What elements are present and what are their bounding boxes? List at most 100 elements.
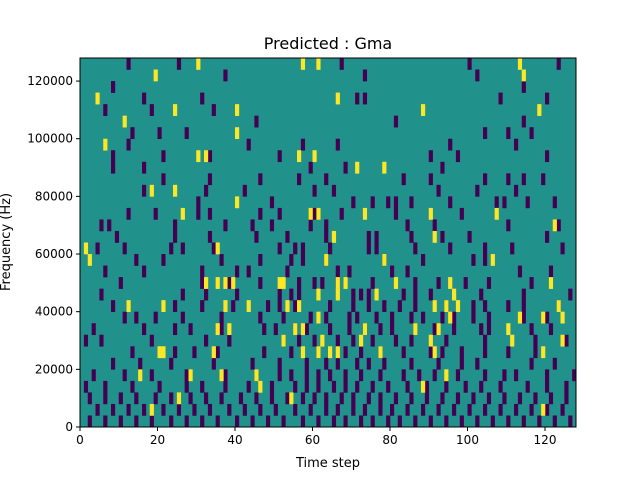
heatmap-cell-low [300,242,306,255]
heatmap-cell-low [444,334,449,347]
heatmap-cell-low [463,380,468,393]
heatmap-cell-low [250,415,255,428]
heatmap-cell-low [413,242,418,255]
heatmap-cell-low [184,380,189,393]
heatmap-cell-high [176,392,182,405]
heatmap-cell-low [277,369,282,382]
heatmap-cell-low [227,334,232,347]
heatmap-cell-low [316,415,321,428]
heatmap-cell-low [269,380,275,393]
heatmap-cell-high [428,334,433,347]
heatmap-cell-high [308,207,313,220]
heatmap-cell-low [556,58,561,70]
heatmap-cell-low [300,254,306,266]
heatmap-cell-low [269,392,275,405]
heatmap-cell-low [285,392,290,405]
heatmap-cell-low [331,415,337,428]
heatmap-cell-low [312,184,317,197]
heatmap-cell-low [308,219,313,232]
heatmap-cell-high [161,346,166,359]
heatmap-cell-low [401,346,406,359]
heatmap-cell-low [266,300,271,312]
heatmap-cell-low [289,369,294,382]
heatmap-cell-high [548,277,554,289]
heatmap-cell-low [215,415,220,428]
heatmap-cell-low [529,127,534,140]
heatmap-cell-low [552,415,557,428]
y-tick-label: 0 [65,420,73,434]
heatmap-cell-low [324,219,329,232]
heatmap-cell-low [548,323,554,336]
heatmap-cell-low [405,219,410,232]
heatmap-cell-low [126,138,131,151]
heatmap-cell-low [428,173,433,186]
heatmap-cell-low [440,230,445,243]
x-tick-label: 120 [534,433,557,447]
heatmap-cell-low [417,369,422,382]
heatmap-cell-low [432,219,437,232]
heatmap-cell-high [556,300,561,312]
heatmap-cell-low [312,334,317,347]
heatmap-cells [83,58,577,428]
heatmap-cell-low [339,58,344,70]
heatmap-cell-low [424,380,430,393]
heatmap-cell-low [246,265,251,278]
heatmap-cell-high [324,254,329,266]
heatmap-cell-low [351,300,356,312]
heatmap-cell-low [196,207,201,220]
heatmap-cell-high [83,242,89,255]
heatmap-cell-low [188,392,193,405]
heatmap-cell-high [223,277,228,289]
heatmap-cell-low [498,92,503,105]
heatmap-cell-low [355,380,360,393]
heatmap-cell-low [355,357,360,370]
heatmap-cell-low [149,104,154,116]
heatmap-cell-low [498,380,503,393]
heatmap-cell-high [552,219,557,232]
heatmap-cell-low [397,300,402,312]
heatmap-cell-high [149,403,154,416]
heatmap-cell-low [506,300,511,312]
heatmap-cell-low [502,196,507,209]
heatmap-cell-low [548,265,554,278]
heatmap-cell-low [114,230,120,243]
heatmap-cell-low [424,392,430,405]
heatmap-cell-high [560,311,565,324]
heatmap-cell-low [401,369,406,382]
heatmap-cell-low [169,242,174,255]
heatmap-cell-high [541,403,546,416]
heatmap-cell-low [328,300,333,312]
heatmap-cell-low [409,311,414,324]
heatmap-cell-low [289,346,294,359]
heatmap-cell-high [444,300,449,312]
heatmap-cell-high [444,369,449,382]
heatmap-cell-low [409,196,414,209]
heatmap-cell-high [231,277,236,289]
y-tick-label: 40000 [35,305,73,319]
heatmap-cell-low [157,127,162,140]
heatmap-cell-low [432,323,437,336]
heatmap-cell-low [91,369,96,382]
heatmap-cell-low [207,403,213,416]
heatmap-cell-high [188,369,193,382]
heatmap-cell-low [231,300,236,312]
heatmap-cell-low [413,415,418,428]
heatmap-cell-low [401,173,406,186]
heatmap-cell-low [479,323,484,336]
heatmap-cell-low [343,161,348,174]
heatmap-cell-low [87,392,92,405]
heatmap-cell-high [196,150,201,163]
heatmap-cell-low [161,403,166,416]
heatmap-cell-low [374,242,379,255]
heatmap-cell-high [235,104,240,116]
heatmap-cell-low [126,207,131,220]
heatmap-cell-low [204,288,209,301]
heatmap-cell-low [486,323,492,336]
heatmap-cell-low [273,323,278,336]
heatmap-cell-low [331,380,337,393]
heatmap-cell-low [370,415,375,428]
heatmap-cell-low [111,403,116,416]
heatmap-cell-low [483,242,488,255]
heatmap-cell-high [211,346,216,359]
